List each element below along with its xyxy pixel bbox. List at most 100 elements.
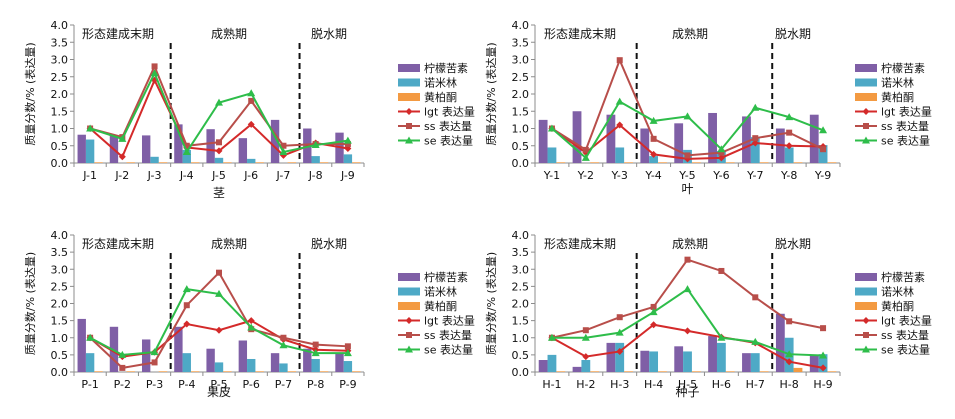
bar-黄柏酮 xyxy=(94,371,103,372)
x-tick-label: Y-6 xyxy=(712,169,729,182)
point-se 表达量 xyxy=(86,124,95,132)
legend-marker xyxy=(405,317,413,324)
point-ss 表达量 xyxy=(684,152,691,159)
y-tick-label: 2.5 xyxy=(51,280,69,293)
legend-marker xyxy=(862,345,870,353)
bar-黄柏酮 xyxy=(352,371,361,372)
point-lgt 表达量 xyxy=(616,347,624,355)
point-se 表达量 xyxy=(118,350,127,358)
stage-label: 脱水期 xyxy=(775,26,811,41)
bar-诺米林 xyxy=(750,353,760,372)
bar-柠檬苦素 xyxy=(572,366,582,372)
x-tick-label: J-9 xyxy=(340,169,355,182)
y-axis-title: 质量分数/% (表达量) xyxy=(484,42,498,145)
bar-柠檬苦素 xyxy=(809,114,819,163)
point-ss 表达量 xyxy=(786,318,793,325)
point-se 表达量 xyxy=(311,349,320,357)
y-tick-label: 2.5 xyxy=(512,71,530,84)
point-se 表达量 xyxy=(247,89,256,97)
point-ss 表达量 xyxy=(650,303,657,310)
bar-柠檬苦素 xyxy=(708,112,717,163)
bar-柠檬苦素 xyxy=(674,123,684,163)
x-tick-label: P-3 xyxy=(146,378,163,391)
bar-诺米林 xyxy=(547,354,557,372)
point-lgt 表达量 xyxy=(215,147,223,155)
bar-柠檬苦素 xyxy=(77,318,86,372)
bar-诺米林 xyxy=(649,156,659,163)
legend-label: 黄柏酮 xyxy=(881,299,914,313)
stage-label: 形态建成末期 xyxy=(544,237,616,251)
bar-诺米林 xyxy=(182,149,191,163)
point-ss 表达量 xyxy=(216,269,222,276)
x-tick-label: J-3 xyxy=(147,169,162,182)
x-tick-label: Y-7 xyxy=(746,169,763,182)
point-se 表达量 xyxy=(683,285,692,293)
point-se 表达量 xyxy=(215,98,223,106)
point-ss 表达量 xyxy=(718,149,725,156)
point-lgt 表达量 xyxy=(247,120,255,128)
bar-诺米林 xyxy=(716,342,726,372)
x-tick-label: J-2 xyxy=(114,169,129,182)
bar-诺米林 xyxy=(150,156,159,163)
bar-柠檬苦素 xyxy=(174,326,183,372)
legend-marker xyxy=(406,332,412,338)
y-tick-label: 0.5 xyxy=(512,349,530,362)
bar-诺米林 xyxy=(247,358,256,372)
y-tick-label: 0.5 xyxy=(512,140,530,153)
bar-黄柏酮 xyxy=(793,367,803,372)
y-tick-label: 2.0 xyxy=(51,298,69,311)
bar-柠檬苦素 xyxy=(77,134,86,163)
y-tick-label: 0.0 xyxy=(512,157,530,170)
point-lgt 表达量 xyxy=(785,142,793,150)
bar-诺米林 xyxy=(85,353,95,372)
point-se 表达量 xyxy=(279,341,288,349)
legend-label: ss 表达量 xyxy=(424,328,472,342)
y-axis-title: 质量分数/% (表达量) xyxy=(23,252,37,355)
bar-黄柏酮 xyxy=(158,371,168,372)
bar-黄柏酮 xyxy=(725,371,735,372)
x-tick-label: H-7 xyxy=(746,378,765,391)
point-se 表达量 xyxy=(343,349,352,357)
legend-label: se 表达量 xyxy=(424,134,473,148)
y-tick-label: 3.0 xyxy=(51,54,69,67)
y-tick-label: 1.5 xyxy=(51,105,69,118)
bar-黄柏酮 xyxy=(691,162,701,163)
legend-label: 柠檬苦素 xyxy=(424,61,468,75)
point-se 表达量 xyxy=(819,126,828,134)
bar-柠檬苦素 xyxy=(335,353,344,372)
x-tick-label: P-9 xyxy=(339,378,356,391)
legend-label: se 表达量 xyxy=(881,134,930,148)
bar-黄柏酮 xyxy=(319,162,329,163)
y-tick-label: 3.0 xyxy=(512,54,530,67)
point-ss 表达量 xyxy=(248,97,255,104)
x-tick-label: P-2 xyxy=(114,378,131,391)
line-se 表达量 xyxy=(89,288,348,356)
bar-诺米林 xyxy=(683,351,692,372)
bar-黄柏酮 xyxy=(827,162,837,163)
bar-黄柏酮 xyxy=(352,162,361,163)
y-tick-label: 0.0 xyxy=(51,366,69,379)
point-ss 表达量 xyxy=(616,314,623,321)
y-tick-label: 4.0 xyxy=(51,229,69,242)
bar-柠檬苦素 xyxy=(809,355,819,372)
point-se 表达量 xyxy=(785,350,794,358)
legend-label: 黄柏酮 xyxy=(424,90,457,104)
y-tick-label: 3.5 xyxy=(51,36,69,49)
y-tick-label: 1.5 xyxy=(51,315,69,328)
bar-黄柏酮 xyxy=(190,162,200,163)
point-ss 表达量 xyxy=(752,294,759,301)
y-tick-label: 4.0 xyxy=(512,19,530,32)
bar-柠檬苦素 xyxy=(303,348,312,372)
legend-swatch xyxy=(398,93,420,101)
bar-黄柏酮 xyxy=(158,162,168,163)
legend-label: 黄柏酮 xyxy=(424,299,457,313)
y-tick-label: 0.0 xyxy=(512,366,530,379)
point-ss 表达量 xyxy=(183,302,190,309)
y-tick-label: 1.0 xyxy=(51,332,69,345)
point-se 表达量 xyxy=(118,134,127,142)
bar-诺米林 xyxy=(615,342,625,372)
legend-label: se 表达量 xyxy=(881,343,930,357)
bar-诺米林 xyxy=(547,147,557,163)
x-tick-label: Y-1 xyxy=(543,169,560,182)
